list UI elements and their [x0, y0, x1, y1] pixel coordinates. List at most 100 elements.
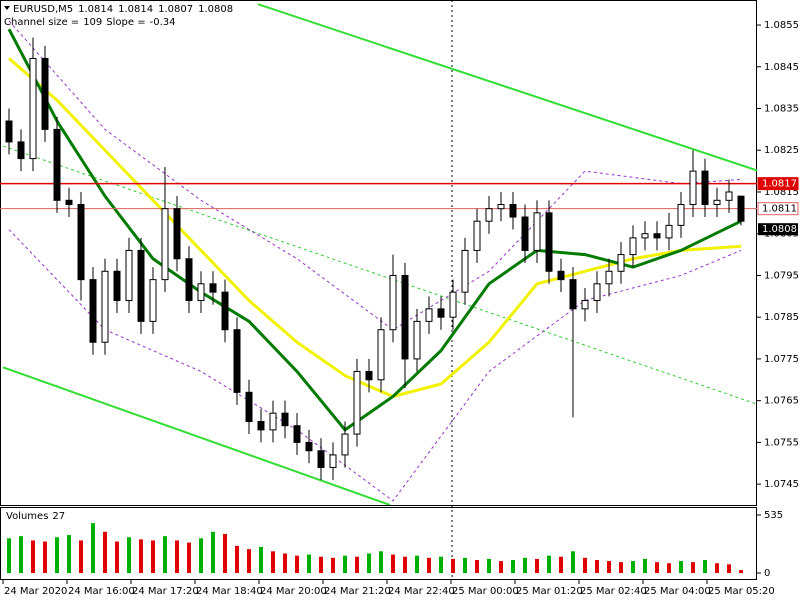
volume-current: 27	[52, 511, 65, 522]
candle-body	[377, 329, 385, 381]
candle-body	[605, 270, 613, 285]
price-box	[758, 223, 798, 236]
indicator-size-label: Channel size =	[4, 17, 79, 28]
indicator-slope-label: Slope =	[106, 17, 145, 28]
overlay-line	[8, 229, 742, 502]
volume-bar	[223, 533, 227, 573]
candle-body	[461, 249, 469, 293]
volume-bar	[379, 551, 383, 573]
volume-bar	[607, 561, 611, 573]
candle-body	[413, 320, 421, 360]
candle-body	[437, 308, 445, 318]
volume-bar	[691, 562, 695, 573]
volume-bar	[211, 531, 215, 573]
candle-body	[269, 412, 277, 431]
y-tick-label: 1.0855	[764, 20, 799, 31]
volume-bar	[7, 538, 11, 573]
candle-body	[341, 433, 349, 456]
volume-bar	[199, 538, 203, 573]
x-tick-label: 24 Mar 18:40	[196, 586, 263, 597]
volume-bar	[475, 559, 479, 573]
candle-body	[137, 249, 145, 322]
candles	[5, 37, 745, 480]
volume-bar	[31, 540, 35, 573]
indicator-header: Channel size = 109 Slope = -0.34	[4, 17, 175, 28]
volume-bar	[307, 554, 311, 573]
candle-body	[41, 57, 49, 130]
candle-body	[449, 291, 457, 318]
candle-body	[725, 191, 733, 201]
candle-body	[677, 204, 685, 226]
candle-body	[557, 270, 565, 281]
volume-header: Volumes 27	[6, 511, 65, 522]
volume-tick-label: 535	[764, 510, 783, 521]
volume-bar	[487, 558, 491, 573]
x-tick-label: 25 Mar 05:20	[708, 586, 775, 597]
candle-body	[389, 274, 397, 331]
symbol: EURUSD,M5	[13, 4, 73, 15]
x-tick-label: 24 Mar 20:00	[260, 586, 327, 597]
volume-bar	[187, 542, 191, 573]
level-box	[757, 202, 799, 216]
x-tick-label: 25 Mar 02:40	[580, 586, 647, 597]
x-tick-label: 24 Mar 2020	[4, 586, 67, 597]
volume-bar	[43, 541, 47, 573]
volume-bar	[283, 553, 287, 573]
volume-bar	[319, 556, 323, 573]
candle-body	[509, 204, 517, 218]
candle-body	[293, 425, 301, 443]
x-tick-label: 24 Mar 16:00	[68, 586, 135, 597]
volume-bar	[643, 558, 647, 573]
candle-body	[473, 220, 481, 251]
overlay-line	[2, 366, 391, 505]
y-tick-label: 1.0835	[764, 104, 799, 115]
volume-bar	[67, 535, 71, 573]
volume-bar	[331, 557, 335, 573]
y-tick-label: 1.0775	[764, 354, 799, 365]
candle-body	[281, 412, 289, 427]
volume-bar	[295, 555, 299, 573]
volume-bar	[247, 549, 251, 573]
candle-body	[641, 233, 649, 239]
candle-body	[485, 208, 493, 222]
candle-body	[77, 204, 85, 281]
volume-bar	[523, 557, 527, 573]
volume-bar	[391, 554, 395, 573]
volume-bar	[175, 540, 179, 573]
candle-body	[65, 199, 73, 206]
volume-bar	[679, 561, 683, 573]
volume-bar	[127, 537, 131, 573]
candle-body	[497, 204, 505, 210]
volume-bar	[451, 558, 455, 573]
candle-body	[101, 270, 109, 343]
volume-bar	[571, 551, 575, 573]
candle-body	[629, 237, 637, 256]
candle-body	[221, 291, 229, 331]
volume-tick-label: 0	[764, 568, 770, 579]
volume-bar	[667, 563, 671, 573]
volume-bar	[535, 558, 539, 573]
overlay-line	[257, 3, 757, 172]
level-label: 1.0811	[762, 204, 797, 215]
volume-bar	[703, 559, 707, 573]
y-tick-label: 1.0825	[764, 145, 799, 156]
level-label: 1.0817	[762, 179, 797, 190]
volume-bar	[559, 556, 563, 573]
candle-body	[689, 170, 697, 206]
volume-bar	[403, 556, 407, 573]
volume-bar	[499, 561, 503, 573]
candle-body	[17, 141, 25, 160]
x-tick-label: 24 Mar 17:20	[132, 586, 199, 597]
indicator-size: 109	[83, 17, 102, 28]
candle-body	[593, 283, 601, 301]
ohlc-value: 1.0814	[118, 4, 153, 15]
candle-body	[317, 450, 325, 468]
volume-bar	[547, 555, 551, 573]
candle-body	[209, 283, 217, 293]
volume-bar	[91, 523, 95, 573]
volume-bar	[511, 559, 515, 573]
y-tick-label: 1.0785	[764, 312, 799, 323]
y-tick-label: 1.0845	[764, 62, 799, 73]
indicator-slope: -0.34	[150, 17, 176, 28]
